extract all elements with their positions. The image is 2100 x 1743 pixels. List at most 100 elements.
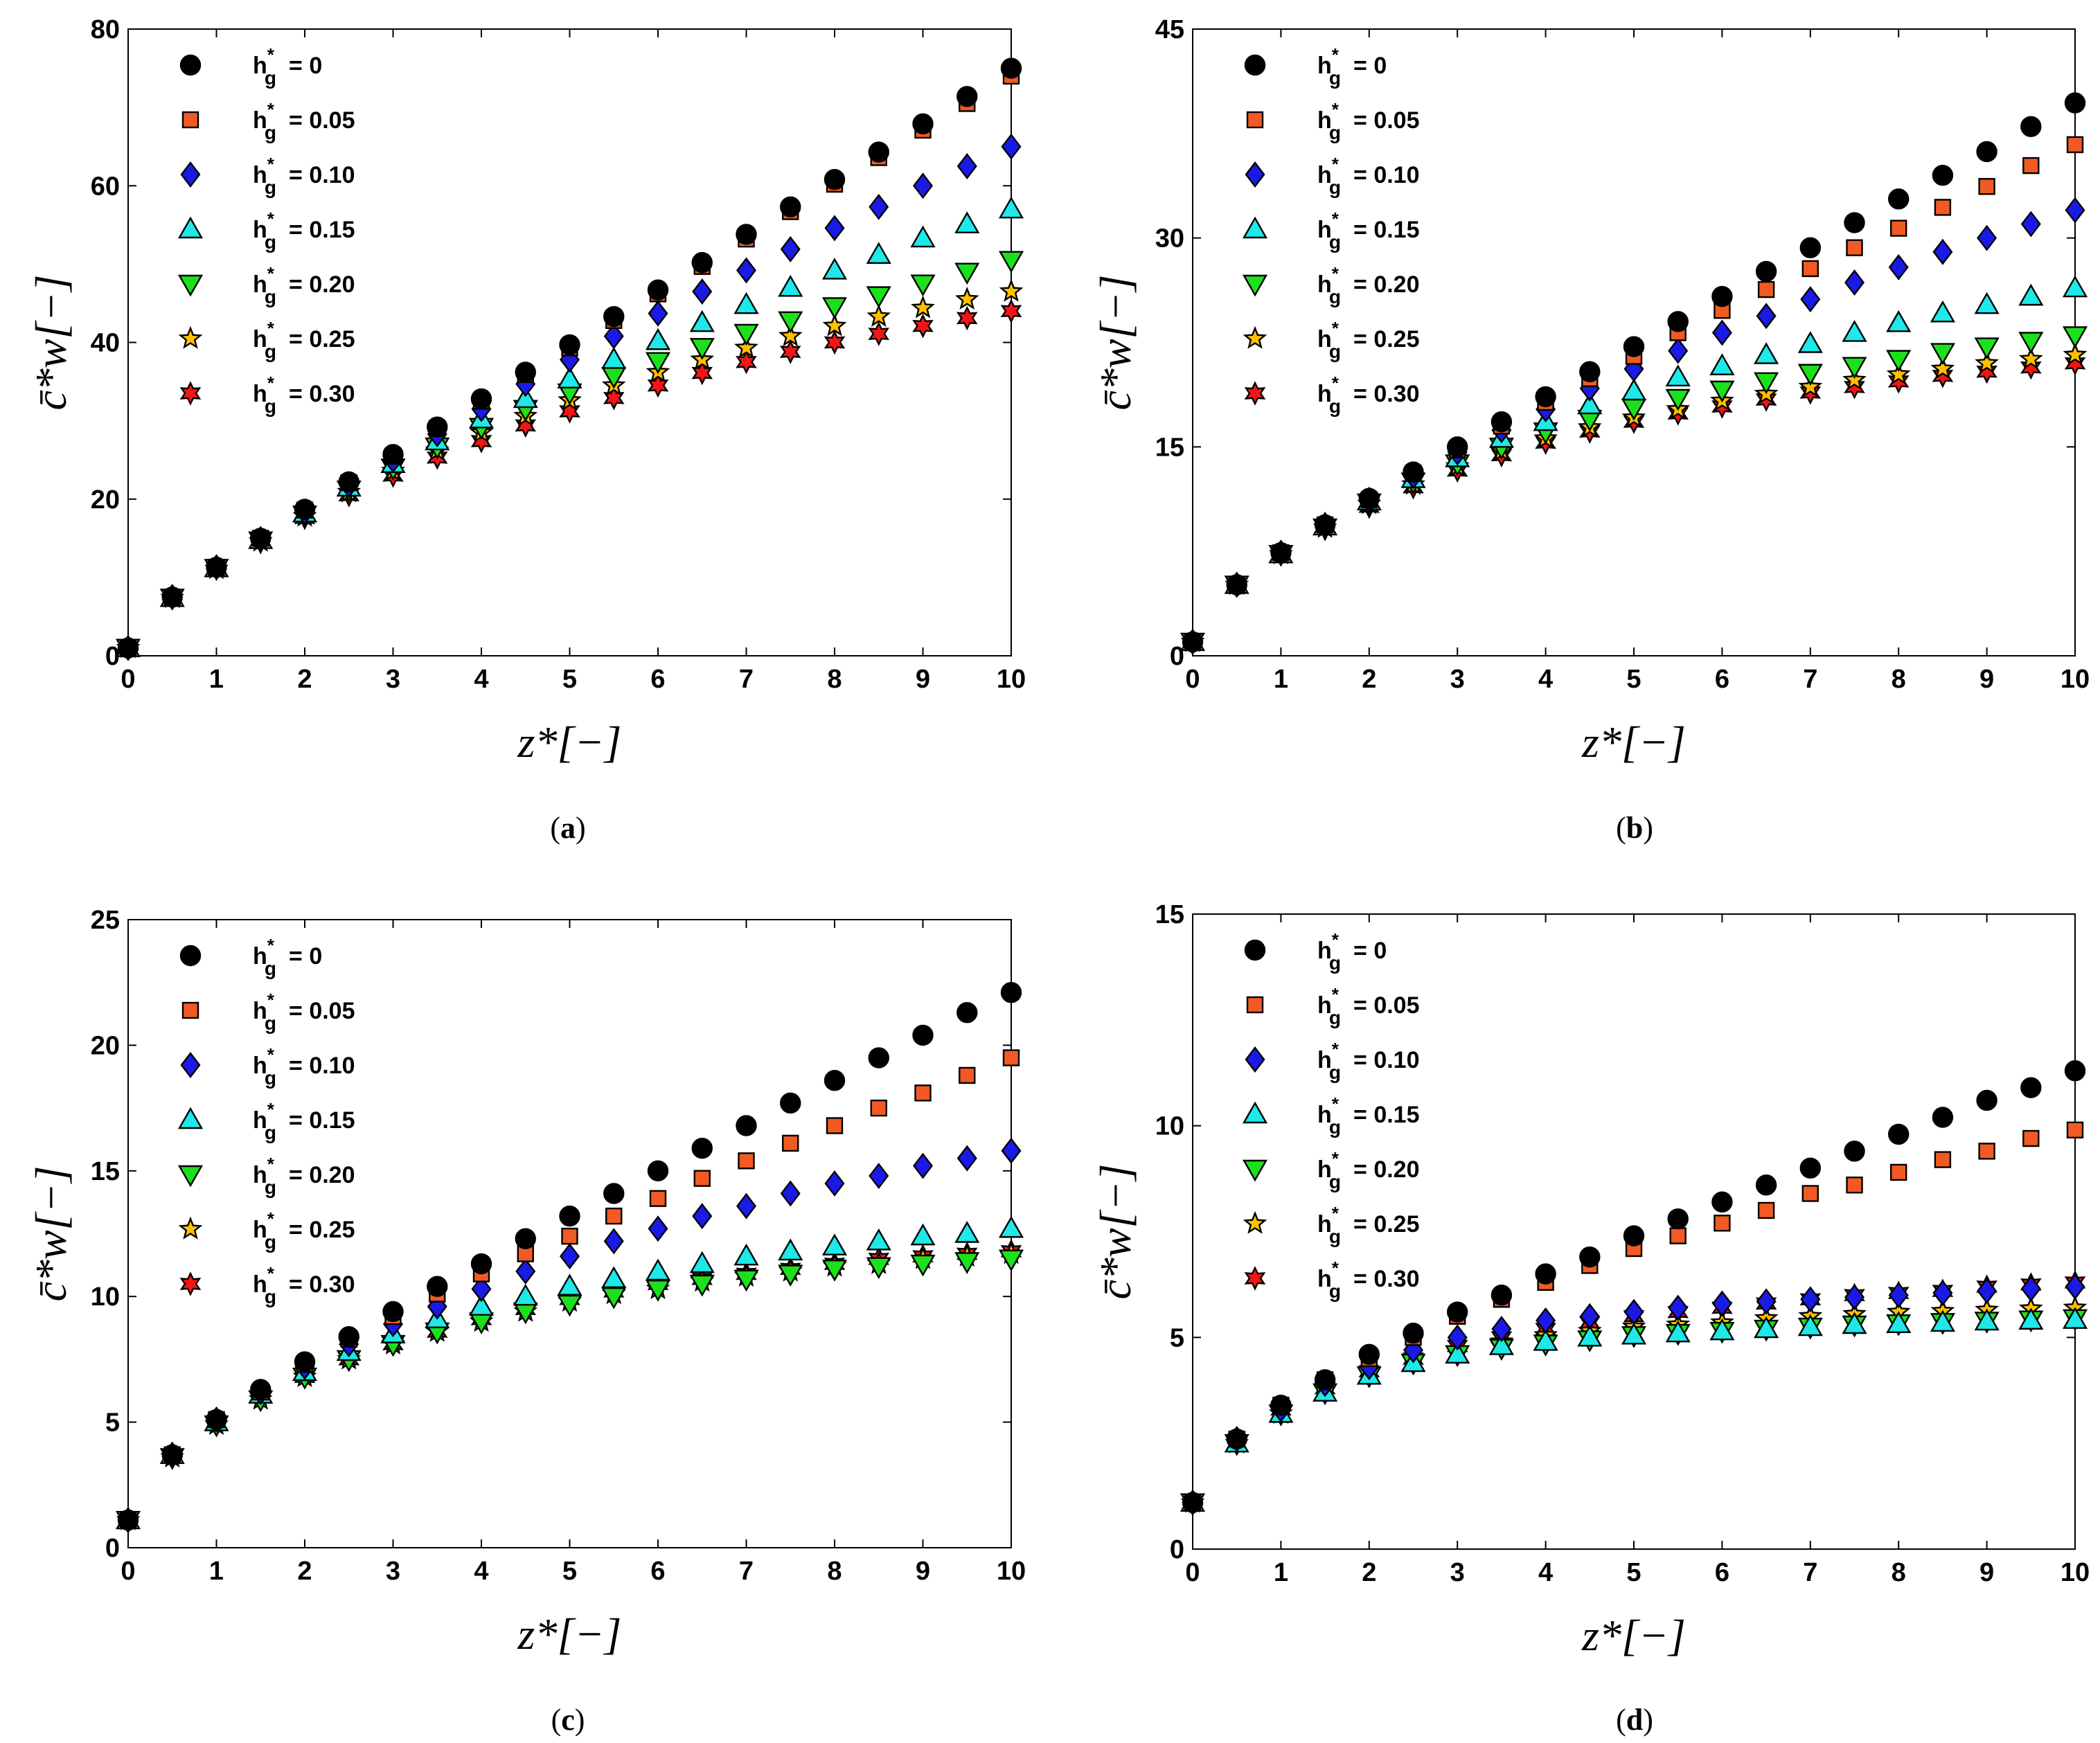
legend-entry: h* g = 0.20 xyxy=(1317,263,1420,307)
x-tick-label: 6 xyxy=(650,1557,665,1586)
y-tick-label: 10 xyxy=(1155,1112,1184,1141)
y-axis-label: c̄*w[−] xyxy=(1091,274,1140,410)
data-point xyxy=(954,287,979,310)
x-tick-label: 2 xyxy=(1362,1558,1376,1587)
data-point xyxy=(956,1002,978,1024)
x-tick-label: 4 xyxy=(1538,1558,1553,1587)
data-point xyxy=(2064,92,2086,114)
data-point xyxy=(912,113,934,135)
y-axis-label: c̄*w[−] xyxy=(1091,1163,1140,1299)
x-tick-label: 3 xyxy=(386,665,400,694)
data-point xyxy=(603,386,625,411)
data-point xyxy=(2018,332,2044,354)
data-point xyxy=(2065,197,2085,224)
data-point xyxy=(1844,1141,1865,1162)
data-point xyxy=(910,1223,936,1246)
y-tick-label: 80 xyxy=(91,15,120,44)
data-point xyxy=(689,310,715,332)
data-point xyxy=(1668,1294,1689,1321)
data-point xyxy=(1488,1333,1514,1355)
data-point xyxy=(910,225,936,248)
legend-marker xyxy=(1242,216,1268,239)
data-point xyxy=(912,1152,934,1179)
legend-marker xyxy=(1243,325,1267,349)
series-h-g-0 xyxy=(1182,1060,2086,1513)
data-point xyxy=(1932,364,1954,388)
data-point xyxy=(1668,337,1689,364)
data-point xyxy=(1756,303,1777,330)
data-point xyxy=(1974,292,2000,314)
data-point xyxy=(954,211,980,233)
data-point xyxy=(2020,1276,2041,1303)
legend-marker xyxy=(1243,1210,1267,1234)
data-point xyxy=(1801,1185,1819,1202)
legend-entry: h* g = 0.15 xyxy=(253,1099,355,1143)
data-point xyxy=(338,471,359,493)
data-point xyxy=(1886,350,1912,373)
data-point xyxy=(689,338,715,360)
data-point xyxy=(914,1084,932,1102)
data-point xyxy=(601,1287,627,1310)
data-point xyxy=(1667,311,1689,332)
data-point xyxy=(294,1351,316,1373)
data-point xyxy=(782,1134,799,1152)
data-point xyxy=(559,334,580,356)
x-tick-label: 7 xyxy=(739,665,754,694)
legend-marker xyxy=(177,1107,204,1129)
legend-entry: h* g = 0.30 xyxy=(1317,1258,1420,1302)
data-point xyxy=(954,1252,980,1274)
legend-entry: h* g = 0.15 xyxy=(1317,208,1420,253)
data-point xyxy=(1842,357,1867,379)
data-point xyxy=(691,251,713,274)
x-tick-label: 6 xyxy=(1715,1558,1729,1587)
data-point xyxy=(998,196,1024,219)
data-point xyxy=(382,444,404,465)
y-tick-label: 0 xyxy=(105,1534,120,1563)
data-point xyxy=(1358,488,1380,509)
data-point xyxy=(1977,1278,1997,1305)
x-tick-label: 1 xyxy=(1274,665,1288,694)
data-point xyxy=(601,346,627,369)
data-point xyxy=(1001,133,1022,160)
data-point xyxy=(780,196,801,217)
data-point xyxy=(1757,280,1775,298)
legend-marker xyxy=(180,161,201,188)
data-point xyxy=(778,323,803,347)
x-tick-label: 10 xyxy=(997,1557,1026,1586)
data-point xyxy=(1447,1324,1468,1351)
data-point xyxy=(1844,375,1865,400)
x-axis-label: z*[−] xyxy=(1581,717,1686,767)
data-point xyxy=(515,413,537,438)
data-point xyxy=(1934,1151,1952,1168)
x-tick-label: 2 xyxy=(297,665,312,694)
x-tick-label: 10 xyxy=(2061,1558,2090,1587)
data-point xyxy=(998,1249,1024,1272)
data-point xyxy=(733,292,759,314)
x-tick-label: 4 xyxy=(474,1557,488,1586)
data-point xyxy=(338,1326,359,1348)
x-tick-label: 8 xyxy=(1892,665,1906,694)
data-point xyxy=(1535,386,1556,408)
data-point xyxy=(780,1092,801,1114)
y-tick-label: 15 xyxy=(91,1157,120,1186)
data-point xyxy=(778,1264,803,1287)
data-point xyxy=(1002,1049,1020,1066)
data-point xyxy=(778,274,803,297)
data-point xyxy=(1535,1263,1556,1285)
data-point xyxy=(870,1099,887,1117)
data-point xyxy=(1182,631,1204,653)
data-point xyxy=(603,1228,624,1255)
data-point xyxy=(869,193,889,220)
data-point xyxy=(912,313,934,339)
x-tick-label: 9 xyxy=(1979,1558,1994,1587)
legend: h* g = 0 h* g = 0.05 h* g = 0.10 h* g = 0.15 h* g = 0.… xyxy=(1242,929,1420,1302)
legend-entry: h* g = 0.25 xyxy=(253,1208,355,1253)
data-point xyxy=(1930,343,1955,365)
panel-caption: (c) xyxy=(551,1703,585,1737)
data-point xyxy=(1754,1316,1779,1339)
data-point xyxy=(689,1251,715,1273)
data-point xyxy=(1536,1307,1556,1334)
data-point xyxy=(294,499,316,520)
legend-entry: h* g = 0.15 xyxy=(253,208,355,253)
